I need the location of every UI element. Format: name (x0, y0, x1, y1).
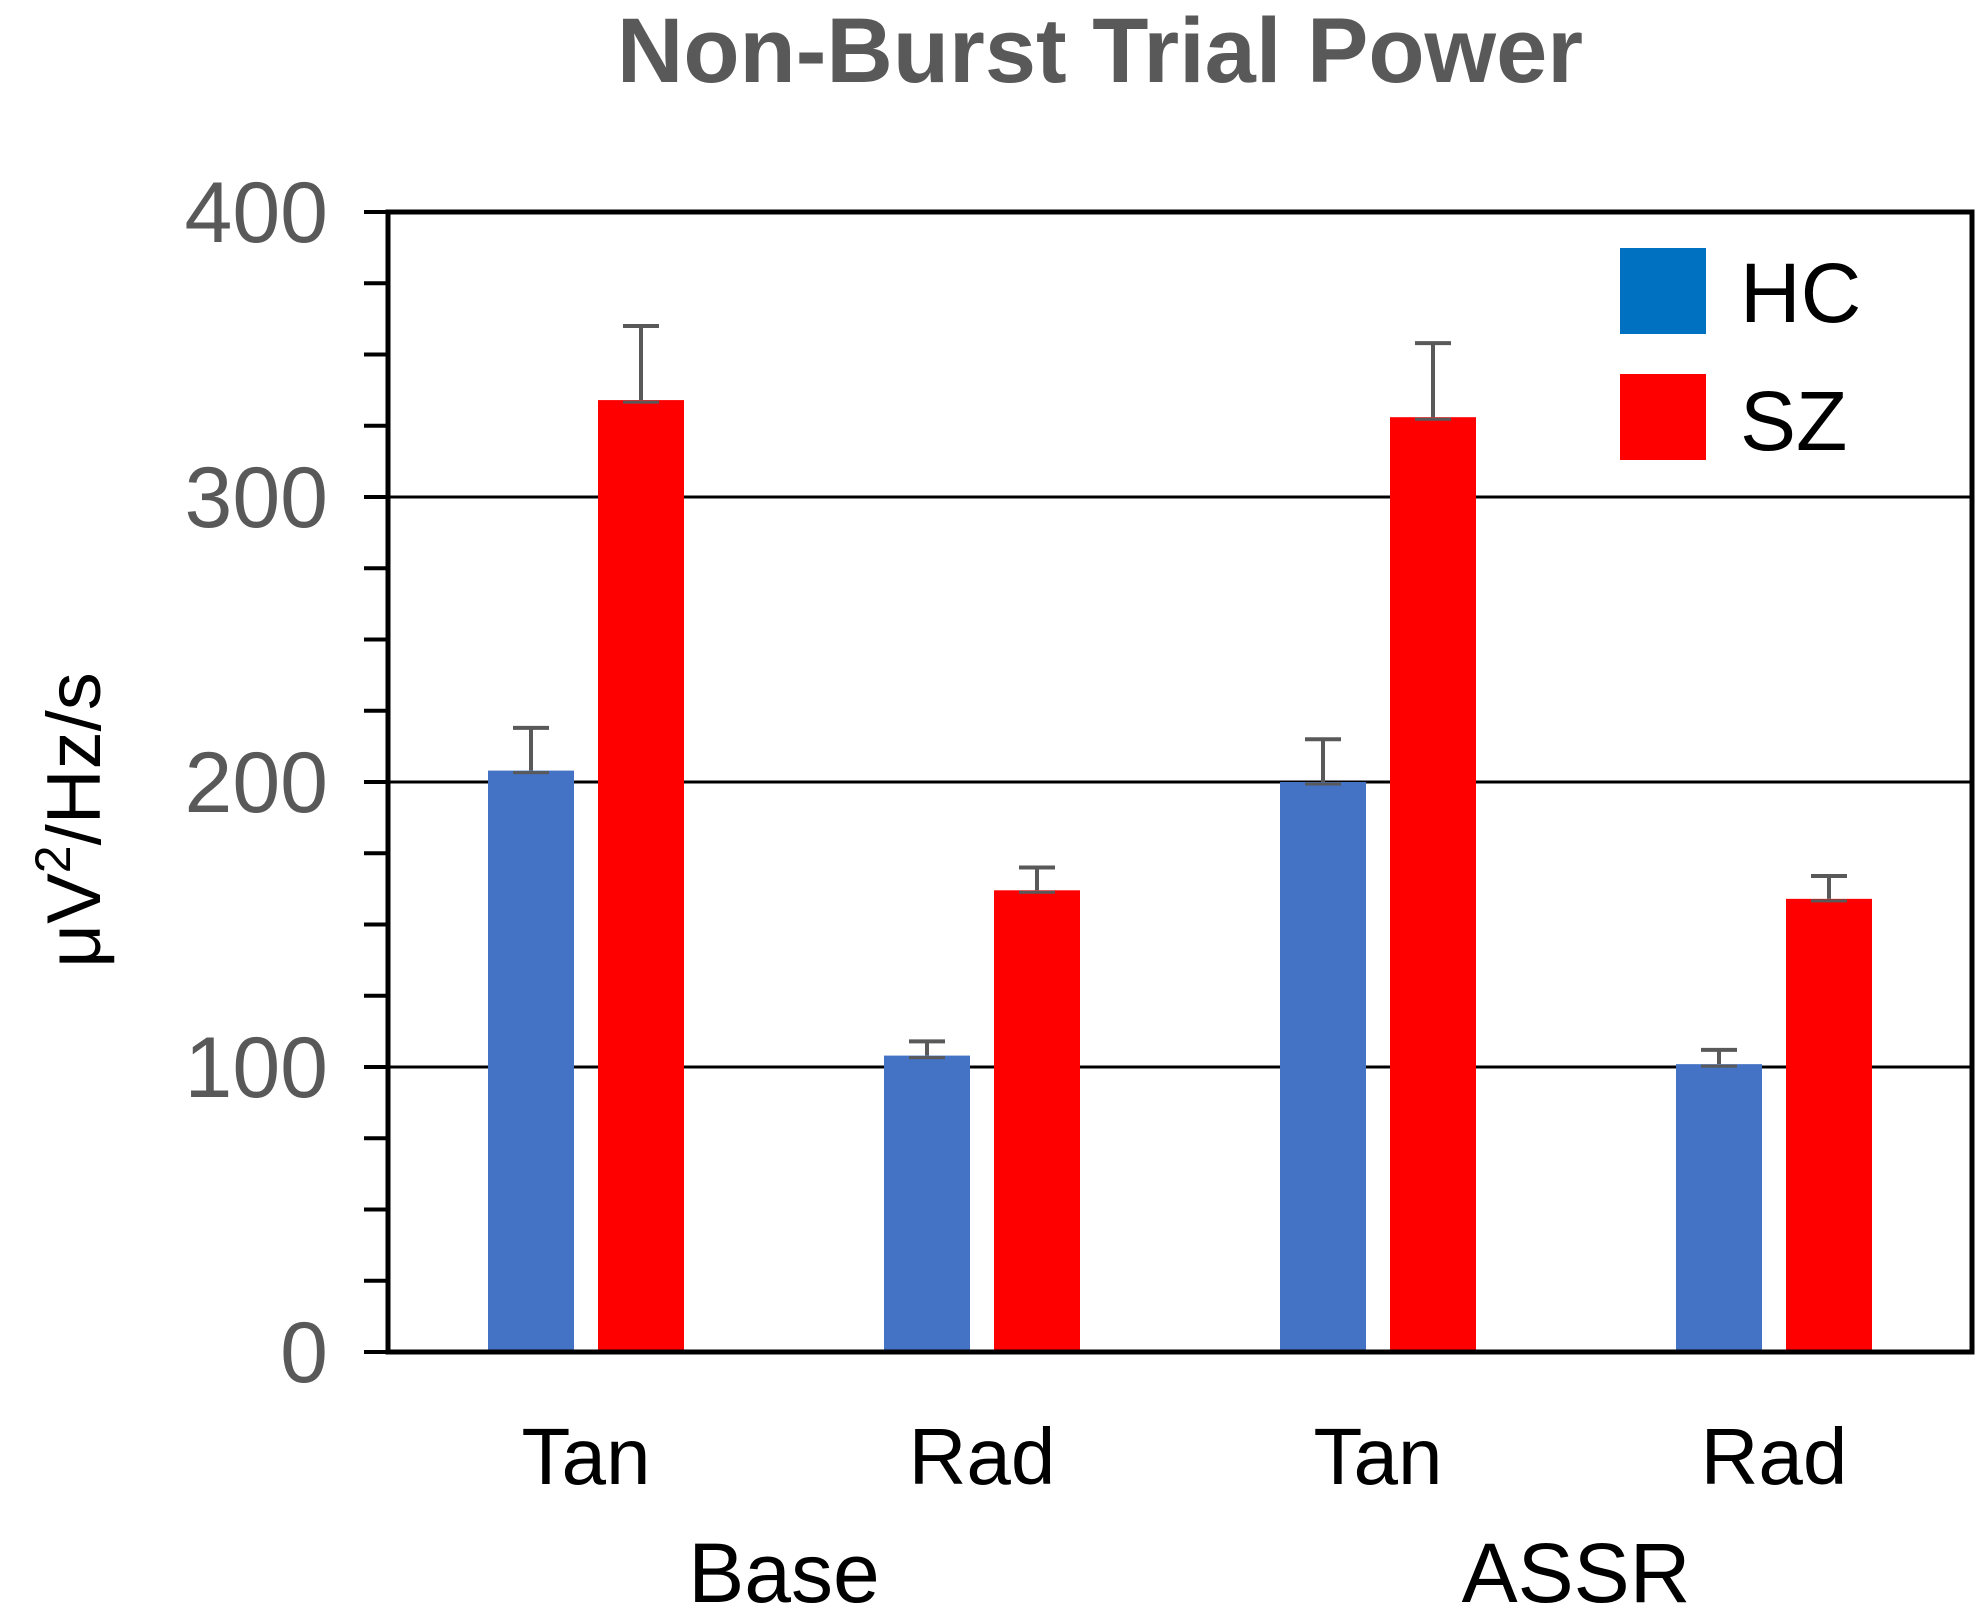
group-label-0: Base (688, 1526, 879, 1612)
x-tick-label-1: Rad (909, 1412, 1056, 1501)
x-tick-label-0: Tan (522, 1412, 651, 1501)
y-tick-label-2: 200 (185, 735, 329, 831)
chart-title: Non-Burst Trial Power (617, 0, 1583, 102)
legend-swatch-hc (1620, 248, 1706, 334)
y-tick-label-4: 400 (185, 165, 329, 261)
y-axis-label-prefix: μV (32, 873, 117, 968)
bar-sz-2 (1390, 417, 1476, 1352)
x-tick-label-2: Tan (1314, 1412, 1443, 1501)
error-bars (513, 324, 1847, 1068)
bar-hc-0 (488, 770, 574, 1352)
bars (488, 400, 1872, 1353)
bar-sz-3 (1786, 898, 1872, 1352)
legend: HC SZ (1620, 246, 1861, 468)
legend-label-sz: SZ (1740, 374, 1847, 468)
y-tick-label-1: 100 (185, 1020, 329, 1116)
bar-sz-0 (598, 400, 684, 1353)
y-tick-label-3: 300 (185, 450, 329, 546)
legend-label-hc: HC (1740, 246, 1861, 340)
group-label-1: ASSR (1462, 1526, 1691, 1612)
bar-hc-2 (1280, 782, 1366, 1352)
y-tick-label-0: 0 (280, 1305, 328, 1401)
x-tick-label-3: Rad (1701, 1412, 1848, 1501)
group-labels: Base ASSR (688, 1526, 1690, 1612)
bar-hc-1 (884, 1055, 970, 1352)
bar-hc-3 (1676, 1064, 1762, 1352)
y-tick-labels: 0 100 200 300 400 (185, 165, 329, 1401)
axes (364, 209, 1975, 1355)
y-axis-label: μV2/Hz/s (25, 672, 117, 967)
y-axis-label-suffix: /Hz/s (32, 672, 117, 845)
legend-swatch-sz (1620, 374, 1706, 460)
y-axis-label-superscript: 2 (25, 845, 81, 873)
bar-sz-1 (994, 890, 1080, 1352)
x-tick-labels: Tan Rad Tan Rad (522, 1412, 1848, 1501)
